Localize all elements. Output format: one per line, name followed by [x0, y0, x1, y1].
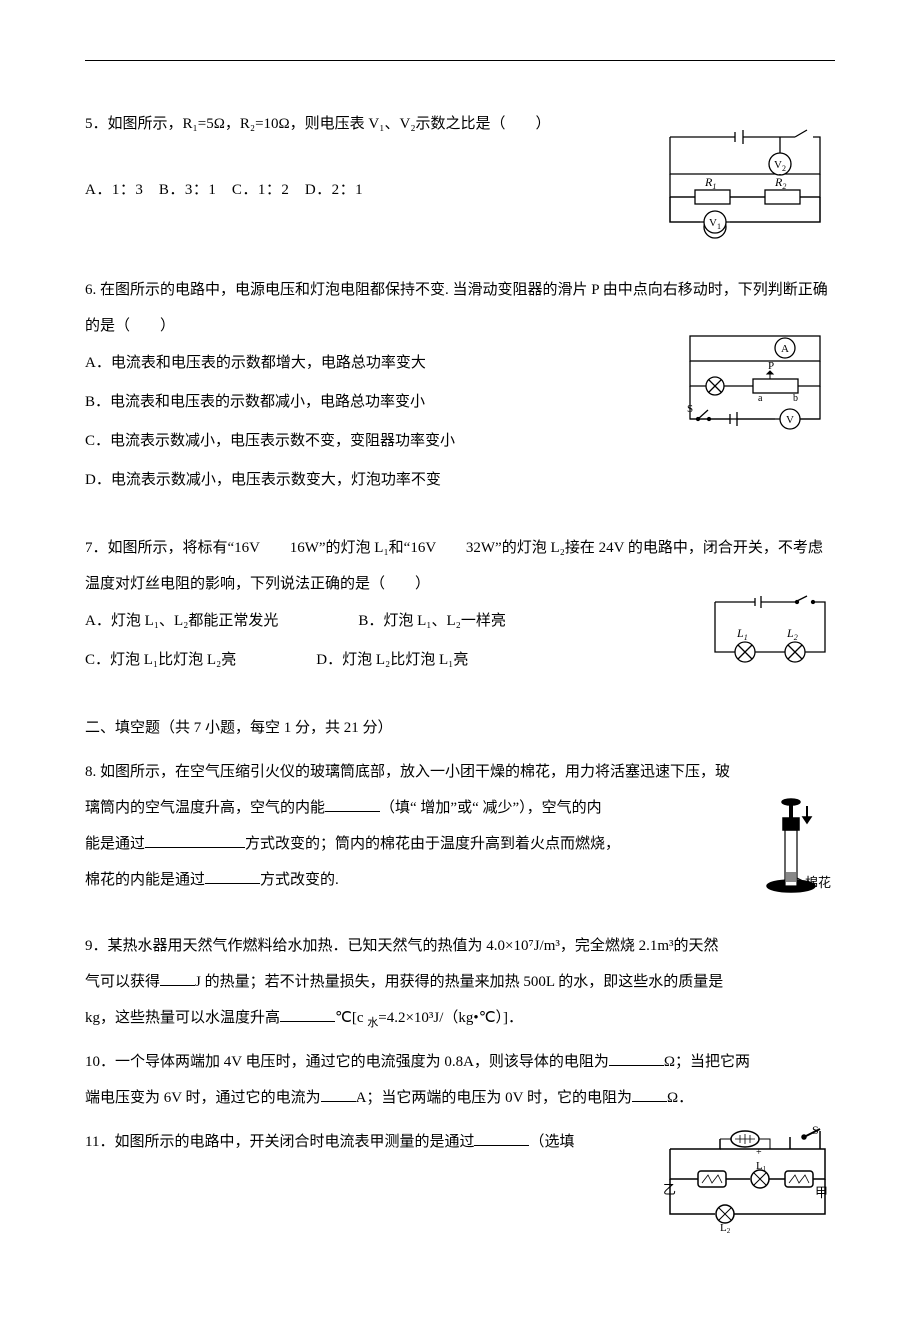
svg-text:V: V: [786, 414, 794, 426]
blank: [321, 1087, 356, 1102]
svg-text:A: A: [781, 343, 789, 355]
blank: [280, 1007, 335, 1022]
svg-text:R2: R2: [774, 175, 786, 191]
q5-circuit-diagram: V2 V1 R1 R2: [655, 122, 835, 242]
svg-text:棉花: 棉花: [805, 875, 831, 890]
blank: [160, 971, 195, 986]
q7-option-d: D．灯泡 L₂比灯泡 L₁亮: [316, 641, 468, 680]
section-2-title: 二、填空题（共 7 小题，每空 1 分，共 21 分）: [85, 710, 835, 746]
q7-option-c: C．灯泡 L₁比灯泡 L₂亮: [85, 641, 236, 680]
question-6: 6. 在图所示的电路中，电源电压和灯泡电阻都保持不变. 当滑动变阻器的滑片 P …: [85, 272, 835, 500]
question-10: 10．一个导体两端加 4V 电压时，通过它的电流强度为 0.8A，则该导体的电阻…: [85, 1044, 835, 1116]
q11-circuit-diagram: 乙 甲 S L1 L2 +: [660, 1119, 835, 1234]
svg-text:S: S: [687, 403, 693, 415]
q7-circuit-diagram: L1 L2: [705, 587, 835, 672]
q10-l1a: 10．一个导体两端加 4V 电压时，通过它的电流强度为 0.8A，则该导体的电阻…: [85, 1054, 609, 1070]
blank: [609, 1051, 664, 1066]
top-rule: [85, 60, 835, 61]
q9-line2: 气可以获得 J 的热量；若不计热量损失，用获得的热量来加热 500L 的水，即这些…: [85, 964, 835, 1000]
question-7: 7．如图所示，将标有“16V 16W”的灯泡 L₁和“16V 32W”的灯泡 L…: [85, 530, 835, 680]
svg-text:a: a: [758, 393, 763, 404]
q9-l3c: =4.2×10³J/（kg•℃）]．: [378, 1010, 523, 1026]
q10-line1: 10．一个导体两端加 4V 电压时，通过它的电流强度为 0.8A，则该导体的电阻…: [85, 1044, 835, 1080]
blank: [474, 1131, 529, 1146]
q8-l2b: （填“ 增加”或“ 减少”），空气的内: [380, 800, 602, 816]
svg-text:L1: L1: [756, 1160, 767, 1173]
q9-l3a: kg，这些热量可以水温度升高: [85, 1010, 280, 1026]
q8-apparatus-diagram: 棉花: [763, 790, 835, 900]
svg-text:乙: 乙: [663, 1182, 676, 1197]
svg-text:L1: L1: [736, 626, 748, 642]
q9-line1: 9．某热水器用天然气作燃料给水加热．已知天然气的热值为 4.0×10⁷J/m³，…: [85, 928, 835, 964]
question-5: 5．如图所示，R₁=5Ω，R₂=10Ω，则电压表 V₁、V₂示数之比是（ ） A…: [85, 106, 835, 242]
q6-circuit-diagram: A V P a b S: [675, 324, 835, 434]
q7-option-a: A．灯泡 L₁、L₂都能正常发光: [85, 602, 278, 641]
q11-line1: 11．如图所示的电路中，开关闭合时电流表甲测量的是通过 （选填: [85, 1124, 660, 1160]
q11-l1a: 11．如图所示的电路中，开关闭合时电流表甲测量的是通过: [85, 1134, 474, 1150]
svg-text:+: +: [756, 1147, 762, 1158]
svg-text:b: b: [793, 393, 798, 404]
q9-l3sub: 水: [367, 1017, 378, 1029]
q10-l2b: A；当它两端的电压为 0V 时，它的电阻为: [356, 1090, 632, 1106]
q9-l2a: 气可以获得: [85, 974, 160, 990]
svg-text:S: S: [812, 1123, 819, 1137]
q8-line2: 璃筒内的空气温度升高，空气的内能 （填“ 增加”或“ 减少”），空气的内: [85, 790, 763, 826]
question-11: 11．如图所示的电路中，开关闭合时电流表甲测量的是通过 （选填: [85, 1124, 835, 1234]
q8-line3: 能是通过 方式改变的；筒内的棉花由于温度升高到着火点而燃烧，: [85, 826, 763, 862]
svg-text:P: P: [768, 360, 774, 372]
q11-l1b: （选填: [529, 1134, 574, 1150]
q8-line4: 棉花的内能是通过 方式改变的.: [85, 862, 763, 898]
q5-options: A．1：3 B．3：1 C．1：2 D．2：1: [85, 172, 655, 208]
q8-l4a: 棉花的内能是通过: [85, 872, 205, 888]
q9-line3: kg，这些热量可以水温度升高 ℃[c 水=4.2×10³J/（kg•℃）]．: [85, 1000, 835, 1036]
q6-option-c: C．电流表示数减小，电压表示数不变，变阻器功率变小: [85, 422, 675, 461]
svg-text:R1: R1: [704, 175, 716, 191]
q8-l2a: 璃筒内的空气温度升高，空气的内能: [85, 800, 325, 816]
svg-text:L2: L2: [786, 626, 798, 642]
blank: [205, 869, 260, 884]
q10-l2a: 端电压变为 6V 时，通过它的电流为: [85, 1090, 321, 1106]
q10-line2: 端电压变为 6V 时，通过它的电流为 A；当它两端的电压为 0V 时，它的电阻为 Ω…: [85, 1080, 835, 1116]
q10-l2c: Ω．: [667, 1090, 693, 1106]
question-9: 9．某热水器用天然气作燃料给水加热．已知天然气的热值为 4.0×10⁷J/m³，…: [85, 928, 835, 1036]
q9-l3b: ℃[c: [335, 1010, 367, 1026]
q8-line1: 8. 如图所示，在空气压缩引火仪的玻璃筒底部，放入一小团干燥的棉花，用力将活塞迅…: [85, 754, 835, 790]
q6-option-b: B．电流表和电压表的示数都减小，电路总功率变小: [85, 383, 675, 422]
q9-l2b: J 的热量；若不计热量损失，用获得的热量来加热 500L 的水，即这些水的质量是: [195, 974, 723, 990]
blank: [632, 1087, 667, 1102]
blank: [325, 797, 380, 812]
q6-option-d: D．电流表示数减小，电压表示数变大，灯泡功率不变: [85, 461, 675, 500]
q8-l3b: 方式改变的；筒内的棉花由于温度升高到着火点而燃烧，: [245, 836, 620, 852]
svg-text:甲: 甲: [815, 1185, 828, 1200]
question-8: 8. 如图所示，在空气压缩引火仪的玻璃筒底部，放入一小团干燥的棉花，用力将活塞迅…: [85, 754, 835, 900]
q6-option-a: A．电流表和电压表的示数都增大，电路总功率变大: [85, 344, 675, 383]
q10-l1b: Ω；当把它两: [664, 1054, 750, 1070]
blank: [145, 833, 245, 848]
q8-l4b: 方式改变的.: [260, 872, 339, 888]
q8-l3a: 能是通过: [85, 836, 145, 852]
q7-option-b: B．灯泡 L₁、L₂一样亮: [358, 602, 506, 641]
svg-text:L2: L2: [720, 1222, 731, 1234]
